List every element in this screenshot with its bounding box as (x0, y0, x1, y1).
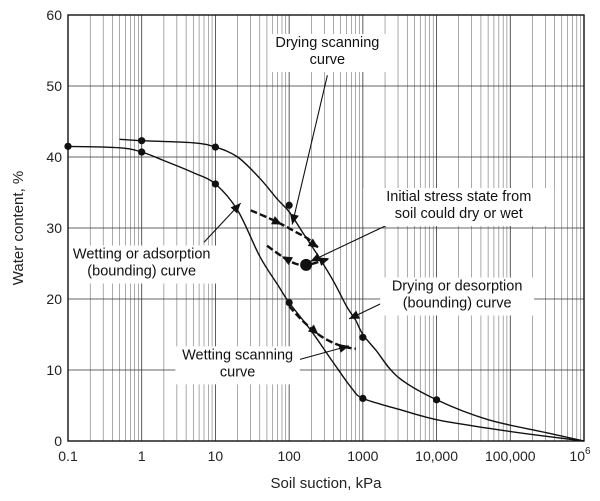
annotation-background (363, 188, 555, 227)
leader-wetting-scanning (299, 345, 350, 360)
data-point (359, 333, 367, 341)
annotation-line: Drying scanning (275, 35, 379, 51)
x-tick-label: 10,000 (415, 448, 458, 464)
data-point (211, 143, 220, 151)
x-tick-labels: 0.1 1 10 100 1000 10,000 100,000 106 (58, 446, 591, 464)
annotation-line: curve (310, 52, 345, 68)
arrowhead (307, 238, 319, 248)
data-point (211, 180, 220, 188)
data-point (138, 148, 146, 156)
x-tick-label-last: 106 (569, 446, 591, 464)
y-tick-label: 60 (46, 7, 62, 23)
series-line-2 (250, 209, 320, 249)
annotation-background (175, 346, 300, 385)
annotation-background (268, 33, 386, 72)
annotation-drying-bounding: Drying or desorption(bounding) curve (380, 277, 535, 316)
x-tick-label: 0.1 (58, 448, 78, 464)
arrowhead (281, 256, 293, 266)
leader-drying-scanning (291, 75, 328, 225)
data-point (285, 298, 293, 307)
series-line-4 (266, 244, 330, 267)
initial-state-point (300, 258, 313, 271)
data-point (359, 394, 367, 402)
x-tick-label: 1 (138, 448, 146, 464)
annotation-line: curve (220, 364, 255, 380)
annotation-line: (bounding) curve (87, 264, 196, 280)
y-tick-label: 10 (46, 362, 62, 378)
annotation-wetting-bounding: Wetting or adsorption(bounding) curve (61, 245, 223, 284)
annotation-line: Wetting scanning (182, 347, 293, 363)
annotation-line: Wetting or adsorption (73, 247, 211, 263)
data-point (285, 201, 293, 209)
y-tick-label: 0 (54, 433, 62, 449)
leader-initial-state-head (310, 253, 322, 262)
y-tick-label: 50 (46, 78, 62, 94)
plot-frame (67, 14, 585, 442)
y-axis-label: Water content, % (10, 171, 27, 286)
y-tick-label: 40 (46, 149, 62, 165)
series-line-3 (288, 305, 356, 350)
annotation-background (380, 277, 535, 316)
annotation-line: (bounding) curve (403, 295, 512, 311)
y-tick-label: 30 (46, 220, 62, 236)
arrowhead (318, 257, 330, 266)
x-tick-label: 100 (277, 448, 301, 464)
annotation-line: Drying or desorption (392, 278, 523, 294)
x-tick-label: 100,000 (485, 448, 536, 464)
arrowhead (307, 324, 319, 335)
x-tick-label: 10 (208, 448, 224, 464)
annotation-line: Initial stress state from (386, 189, 531, 205)
data-point (138, 137, 146, 145)
x-tick-label: 1000 (347, 448, 378, 464)
y-tick-labels: 0 10 20 30 40 50 60 (46, 7, 62, 449)
y-tick-label: 20 (46, 291, 62, 307)
arrowhead (271, 216, 282, 225)
annotation-background (61, 245, 223, 284)
annotation-line: soil could dry or wet (395, 206, 523, 222)
data-point (432, 396, 441, 404)
leader-drying-bounding-head (349, 310, 361, 319)
leader-wetting-bounding (203, 202, 242, 243)
x-axis-label: Soil suction, kPa (271, 475, 383, 492)
